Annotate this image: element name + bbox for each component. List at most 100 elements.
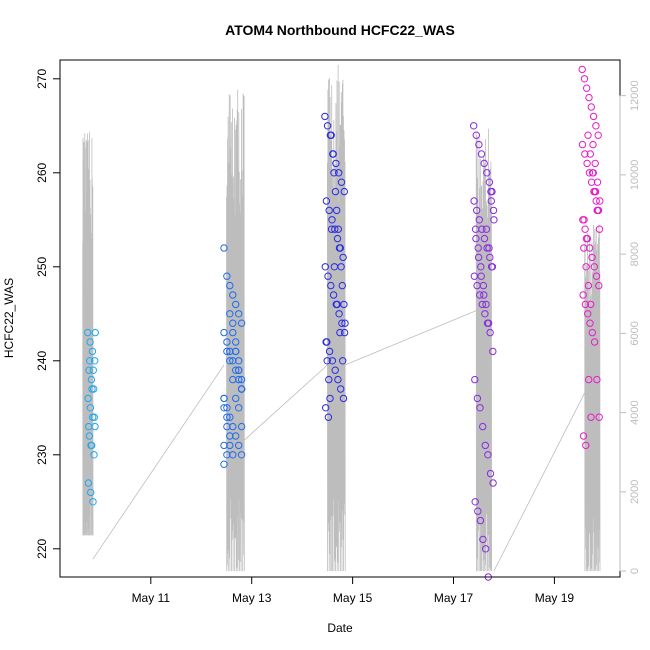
- data-point: [339, 253, 347, 262]
- data-point: [471, 225, 480, 233]
- data-point: [594, 206, 602, 215]
- data-point: [473, 206, 481, 215]
- data-point: [584, 131, 592, 139]
- y2-tick-label: 12000: [629, 80, 641, 111]
- data-point: [586, 319, 594, 327]
- data-point: [584, 281, 593, 290]
- data-point: [237, 451, 246, 459]
- data-point: [482, 225, 491, 233]
- data-point: [581, 150, 589, 158]
- data-point: [237, 422, 246, 431]
- data-point: [91, 357, 99, 365]
- data-point: [474, 253, 483, 262]
- data-point: [341, 319, 349, 327]
- altitude-trace: [326, 64, 346, 572]
- data-point: [88, 385, 96, 393]
- data-point: [325, 347, 334, 356]
- x-tick-label: May 15: [333, 591, 373, 605]
- data-point: [86, 357, 94, 365]
- data-point: [480, 234, 489, 243]
- altitude-transit-line: [493, 392, 586, 572]
- data-point: [479, 422, 487, 431]
- data-point: [489, 479, 497, 487]
- data-point: [323, 122, 332, 130]
- y2-tick-label: 6000: [629, 321, 641, 345]
- data-point: [321, 112, 329, 121]
- data-point: [476, 516, 485, 525]
- data-point: [585, 375, 593, 384]
- data-point: [322, 404, 330, 412]
- data-point: [471, 375, 479, 384]
- data-point: [322, 197, 331, 205]
- data-point: [331, 187, 340, 196]
- data-point: [483, 169, 491, 177]
- data-point: [89, 366, 98, 374]
- data-point: [596, 197, 604, 205]
- data-point: [476, 291, 484, 299]
- altitude-transit-line: [243, 364, 328, 441]
- data-point: [486, 469, 495, 478]
- data-point: [337, 385, 345, 393]
- data-point: [483, 244, 491, 252]
- data-point: [589, 169, 597, 177]
- data-point: [333, 206, 341, 215]
- x-tick-label: May 19: [535, 591, 575, 605]
- data-point: [335, 244, 344, 252]
- data-point: [340, 328, 349, 337]
- y-tick-label: 240: [35, 350, 49, 370]
- altitude-trace: [584, 224, 601, 572]
- data-point: [232, 366, 240, 374]
- data-point: [220, 441, 228, 450]
- altitude-transit-line: [344, 309, 479, 366]
- data-point: [479, 281, 488, 290]
- data-point: [594, 131, 602, 139]
- data-point: [588, 328, 596, 337]
- data-point: [586, 150, 594, 158]
- data-point: [220, 394, 228, 403]
- data-point: [88, 347, 97, 356]
- data-point: [89, 498, 97, 506]
- data-point: [321, 263, 329, 271]
- data-point: [474, 244, 482, 252]
- data-point: [86, 338, 94, 346]
- data-point: [235, 375, 243, 384]
- data-point: [328, 216, 336, 224]
- data-point: [223, 413, 231, 421]
- data-point: [487, 187, 495, 196]
- data-point: [237, 385, 246, 393]
- data-point: [229, 451, 237, 459]
- y2-tick-label: 2000: [629, 480, 641, 504]
- data-point: [220, 460, 228, 468]
- data-point: [91, 328, 100, 337]
- data-point: [480, 159, 488, 168]
- data-point: [84, 328, 92, 337]
- data-point: [484, 451, 492, 459]
- y2-tick-label: 0: [629, 568, 641, 574]
- data-point: [595, 281, 603, 290]
- data-point: [237, 319, 246, 327]
- data-point: [336, 328, 344, 337]
- data-point: [235, 404, 243, 412]
- data-point: [489, 206, 498, 215]
- data-point: [578, 65, 586, 74]
- data-point: [487, 197, 495, 205]
- data-point: [326, 394, 334, 403]
- data-point: [587, 413, 595, 421]
- data-point: [479, 535, 487, 544]
- y-axis: 220 230 240 250 260 270: [35, 68, 60, 559]
- data-point: [485, 244, 493, 252]
- points-layer: [84, 65, 604, 581]
- data-point: [580, 244, 588, 252]
- data-point: [482, 300, 490, 309]
- data-point: [580, 75, 589, 83]
- data-point: [324, 272, 332, 280]
- data-point: [226, 432, 234, 440]
- data-point: [226, 347, 234, 356]
- data-point: [333, 234, 342, 243]
- data-point: [335, 169, 343, 177]
- data-point: [587, 300, 595, 309]
- data-point: [481, 441, 489, 450]
- data-point: [477, 263, 485, 271]
- data-point: [220, 328, 228, 337]
- data-point: [220, 244, 228, 252]
